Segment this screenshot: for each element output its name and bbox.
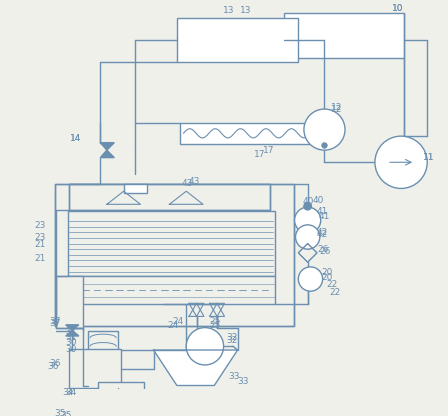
Circle shape [298, 267, 323, 291]
Bar [124, 184, 147, 193]
Text: 11: 11 [422, 153, 434, 162]
Text: 35: 35 [55, 409, 66, 416]
Text: 31: 31 [65, 327, 76, 336]
Text: 14: 14 [69, 134, 81, 144]
Text: 26: 26 [317, 245, 328, 254]
Circle shape [304, 109, 345, 150]
Text: 34: 34 [65, 389, 76, 397]
Polygon shape [100, 150, 114, 158]
Text: 30: 30 [66, 344, 77, 354]
Bar [56, 184, 293, 326]
Text: 20: 20 [322, 268, 333, 277]
Circle shape [375, 136, 427, 188]
Text: 10: 10 [392, 4, 403, 12]
Bar [56, 276, 82, 328]
Polygon shape [100, 143, 114, 150]
Circle shape [295, 207, 321, 233]
Text: 26: 26 [319, 247, 330, 255]
Text: 11: 11 [422, 153, 434, 162]
Text: 13: 13 [241, 5, 252, 15]
Text: 35: 35 [60, 411, 72, 416]
Text: 33: 33 [228, 371, 240, 381]
Bar [69, 184, 270, 210]
Text: 25: 25 [210, 321, 221, 330]
Bar [180, 123, 312, 144]
Text: 42: 42 [317, 230, 328, 239]
Bar [69, 349, 121, 388]
Bar [68, 276, 275, 304]
Text: 31: 31 [66, 333, 77, 342]
Text: 33: 33 [237, 377, 249, 386]
Circle shape [322, 143, 327, 148]
Text: 13: 13 [223, 7, 234, 15]
Text: 41: 41 [317, 207, 328, 216]
Text: 30: 30 [65, 338, 76, 347]
Text: 24: 24 [172, 317, 184, 327]
Text: 34: 34 [62, 389, 73, 397]
Bar [98, 382, 144, 399]
Text: 40: 40 [303, 197, 314, 206]
Text: 20: 20 [322, 272, 333, 282]
Circle shape [186, 328, 224, 365]
Text: 41: 41 [319, 212, 330, 221]
Bar [88, 331, 118, 386]
Text: 10: 10 [392, 4, 403, 12]
Text: 36: 36 [47, 362, 59, 371]
Text: 36: 36 [49, 359, 60, 368]
Text: 43: 43 [181, 179, 193, 188]
Text: 21: 21 [34, 240, 45, 249]
Text: 21: 21 [34, 254, 45, 263]
Text: 42: 42 [317, 228, 328, 237]
Text: 40: 40 [312, 196, 324, 205]
Circle shape [296, 225, 320, 249]
Polygon shape [66, 330, 79, 336]
Text: 43: 43 [189, 177, 200, 186]
Text: 14: 14 [69, 134, 81, 144]
Text: 12: 12 [331, 103, 342, 111]
Text: 22: 22 [329, 287, 340, 297]
Bar [284, 13, 404, 58]
Text: 24: 24 [168, 321, 179, 330]
Text: 23: 23 [34, 221, 45, 230]
Text: 25: 25 [210, 317, 221, 327]
Text: 37: 37 [49, 319, 60, 328]
Polygon shape [66, 325, 79, 330]
Text: 32: 32 [226, 336, 238, 345]
Text: 17: 17 [254, 150, 266, 159]
Text: 23: 23 [34, 233, 45, 242]
Text: 32: 32 [226, 333, 238, 342]
Text: 37: 37 [49, 317, 60, 327]
Text: 17: 17 [263, 146, 274, 155]
Bar [177, 17, 298, 62]
Polygon shape [154, 350, 237, 386]
Text: 12: 12 [331, 104, 342, 114]
Text: 22: 22 [326, 280, 338, 289]
Bar [68, 211, 275, 276]
Circle shape [304, 203, 311, 210]
